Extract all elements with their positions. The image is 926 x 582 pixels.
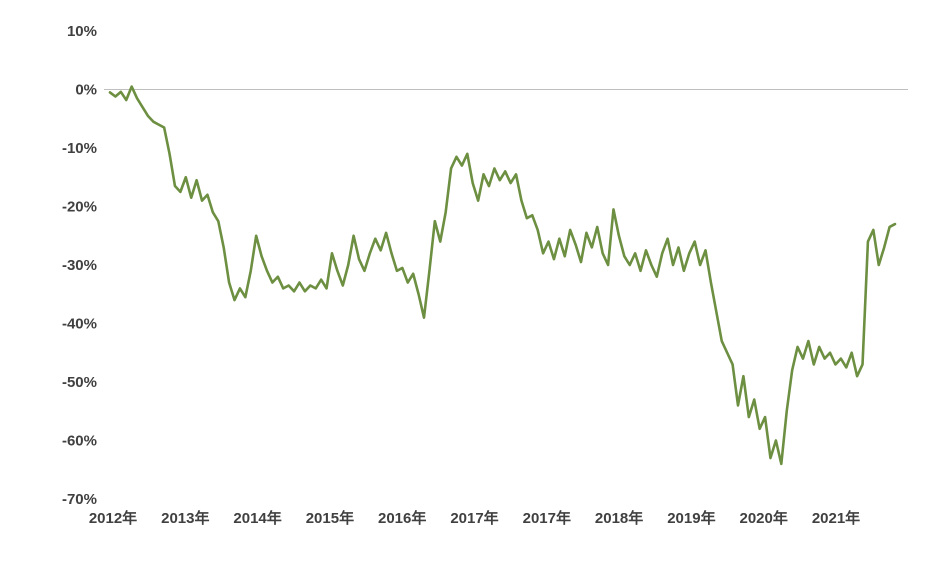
y-tick-label: -30% bbox=[62, 257, 97, 274]
y-tick-label: -50% bbox=[62, 374, 97, 391]
x-tick-label: 2014年 bbox=[233, 509, 281, 527]
x-tick-label: 2015年 bbox=[306, 509, 354, 527]
y-tick-label: -70% bbox=[62, 491, 97, 508]
y-tick-label: 0% bbox=[75, 82, 97, 99]
x-tick-label: 2019年 bbox=[667, 509, 715, 527]
y-tick-label: -20% bbox=[62, 199, 97, 216]
x-tick-label: 2012年 bbox=[89, 509, 137, 527]
x-tick-label: 2017年 bbox=[523, 509, 571, 527]
x-tick-label: 2017年 bbox=[450, 509, 498, 527]
x-tick-label: 2018年 bbox=[595, 509, 643, 527]
x-tick-label: 2021年 bbox=[812, 509, 860, 527]
data-series-line bbox=[108, 85, 897, 466]
y-tick-label: 10% bbox=[67, 23, 97, 40]
y-tick-label: -60% bbox=[62, 433, 97, 450]
y-tick-label: -40% bbox=[62, 316, 97, 333]
x-tick-label: 2016年 bbox=[378, 509, 426, 527]
x-tick-label: 2013年 bbox=[161, 509, 209, 527]
y-tick-label: -10% bbox=[62, 140, 97, 157]
x-tick-label: 2020年 bbox=[740, 509, 788, 527]
